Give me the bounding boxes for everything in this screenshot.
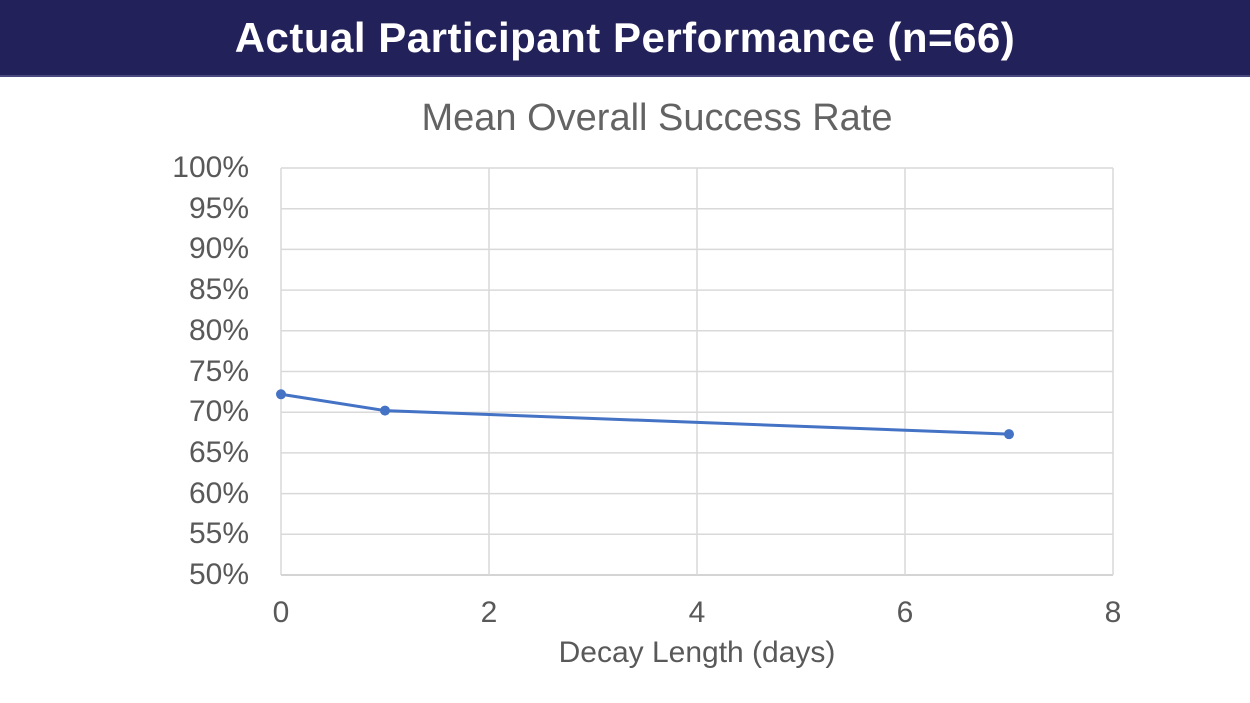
y-tick-label: 100% — [172, 151, 249, 184]
y-tick-label: 60% — [188, 476, 249, 510]
y-tick-label: 90% — [188, 232, 249, 266]
x-tick-label: 8 — [1104, 596, 1122, 629]
x-tick-label: 4 — [688, 596, 706, 629]
x-tick-label: 6 — [896, 596, 914, 629]
y-tick-label: 95% — [188, 191, 249, 225]
data-point-marker — [380, 405, 390, 416]
y-tick-label: 70% — [188, 395, 249, 429]
y-tick-label: 85% — [188, 273, 249, 307]
x-tick-label: 0 — [272, 596, 290, 629]
x-axis-title: Decay Length (days) — [558, 636, 836, 669]
data-point-marker — [276, 389, 286, 400]
y-tick-label: 50% — [188, 558, 249, 591]
header-banner: Actual Participant Performance (n=66) — [0, 0, 1250, 77]
data-point-marker — [1004, 429, 1014, 440]
x-tick-label: 2 — [480, 596, 498, 629]
y-tick-label: 75% — [188, 354, 249, 388]
chart-title: Mean Overall Success Rate — [421, 97, 893, 139]
y-tick-label: 55% — [188, 517, 249, 551]
page-title: Actual Participant Performance (n=66) — [234, 13, 1016, 61]
y-tick-label: 80% — [188, 313, 249, 347]
y-tick-label: 65% — [188, 435, 249, 469]
series-line — [279, 392, 1011, 436]
